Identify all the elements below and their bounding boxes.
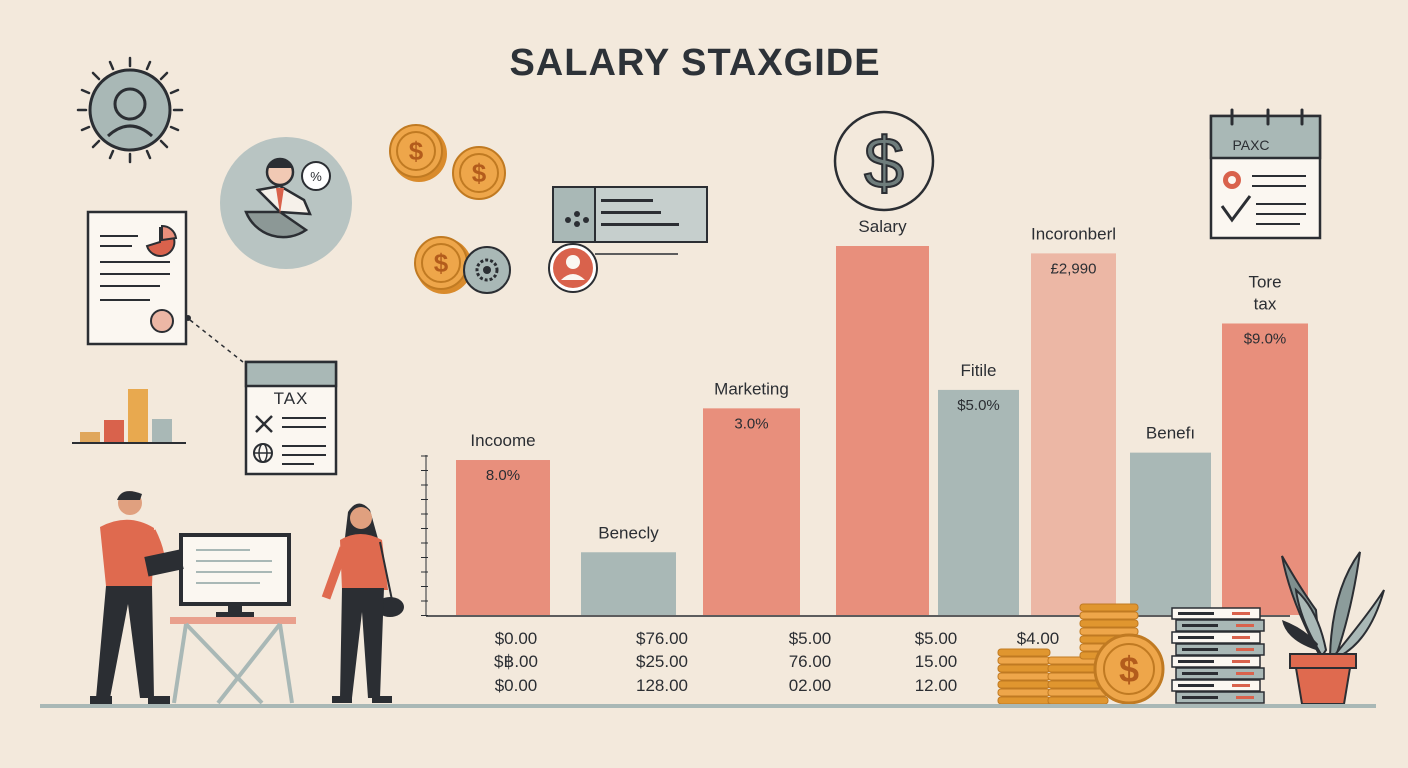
dollar-coin-icon: $ $ $ [389, 124, 506, 294]
calendar-label: PAXC [1232, 137, 1269, 153]
category-label: Incoronberl [1031, 224, 1116, 243]
gear-icon [463, 246, 511, 294]
bar-1 [456, 460, 550, 615]
bar-8 [1222, 323, 1308, 615]
bars: Incoome 8.0% Benecly Marketing 3.0% Salary Fit… [456, 217, 1308, 615]
bar-4 [836, 246, 929, 615]
category-label: Tore [1248, 272, 1281, 291]
table-cell: $฿.00 [494, 652, 538, 671]
coin-stack-icon: $ [997, 603, 1165, 705]
table-cell: $0.00 [495, 676, 538, 695]
table-cell: $76.00 [636, 629, 688, 648]
mini-bar-chart-icon [72, 389, 186, 444]
category-label: Benefı [1146, 424, 1195, 443]
tax-sheet-label: TAX [274, 389, 309, 408]
table-cell: $4.00 [1017, 629, 1060, 648]
id-card-icon [548, 186, 708, 293]
data-label: £2,990 [1051, 260, 1097, 277]
dollar-circle-icon: $ [833, 110, 935, 212]
bar-3 [703, 408, 800, 615]
book-stack-icon [1171, 607, 1265, 704]
plant-icon [1281, 551, 1385, 705]
calendar-checklist-icon: PAXC [1209, 108, 1322, 240]
man-at-computer-icon [90, 491, 296, 705]
y-axis-ticks [421, 455, 428, 616]
value-table: $0.00 $฿.00 $0.00 $76.00 $25.00 128.00 $5.00 76… [494, 629, 1059, 695]
table-cell: $0.00 [495, 629, 538, 648]
category-label: tax [1254, 294, 1277, 313]
consultant-pie-icon: % [220, 137, 352, 269]
svg-text:$: $ [409, 136, 424, 166]
woman-icon [321, 503, 404, 703]
table-cell: 15.00 [915, 652, 958, 671]
table-cell: $5.00 [789, 629, 832, 648]
bar-7 [1130, 452, 1211, 615]
data-label: $5.0% [957, 397, 1000, 414]
user-avatar-icon [76, 56, 184, 164]
data-label: 8.0% [486, 467, 520, 484]
svg-text:$: $ [434, 248, 449, 278]
table-cell: 02.00 [789, 676, 832, 695]
data-label: 3.0% [734, 415, 768, 432]
table-cell: 128.00 [636, 676, 688, 695]
category-label: Benecly [598, 523, 659, 542]
tax-form-icon: TAX [244, 360, 338, 476]
svg-text:$: $ [472, 158, 487, 188]
table-cell: 76.00 [789, 652, 832, 671]
category-label: Fitile [961, 361, 997, 380]
table-cell: $5.00 [915, 629, 958, 648]
data-label: $9.0% [1244, 330, 1287, 347]
bar-6 [1031, 253, 1116, 615]
category-label: Marketing [714, 379, 789, 398]
svg-text:$: $ [1119, 649, 1139, 690]
page-title: SALARY STAXGIDE [509, 42, 881, 84]
svg-text:$: $ [864, 124, 904, 204]
category-label: Salary [858, 217, 907, 236]
table-cell: $25.00 [636, 652, 688, 671]
document-pie-icon [86, 210, 244, 363]
bar-2 [581, 552, 676, 615]
bar-5 [938, 389, 1019, 615]
svg-text:%: % [310, 169, 322, 184]
category-label: Incoome [470, 431, 535, 450]
table-cell: 12.00 [915, 676, 958, 695]
bar-chart: Incoome 8.0% Benecly Marketing 3.0% Salary Fit… [421, 217, 1308, 695]
